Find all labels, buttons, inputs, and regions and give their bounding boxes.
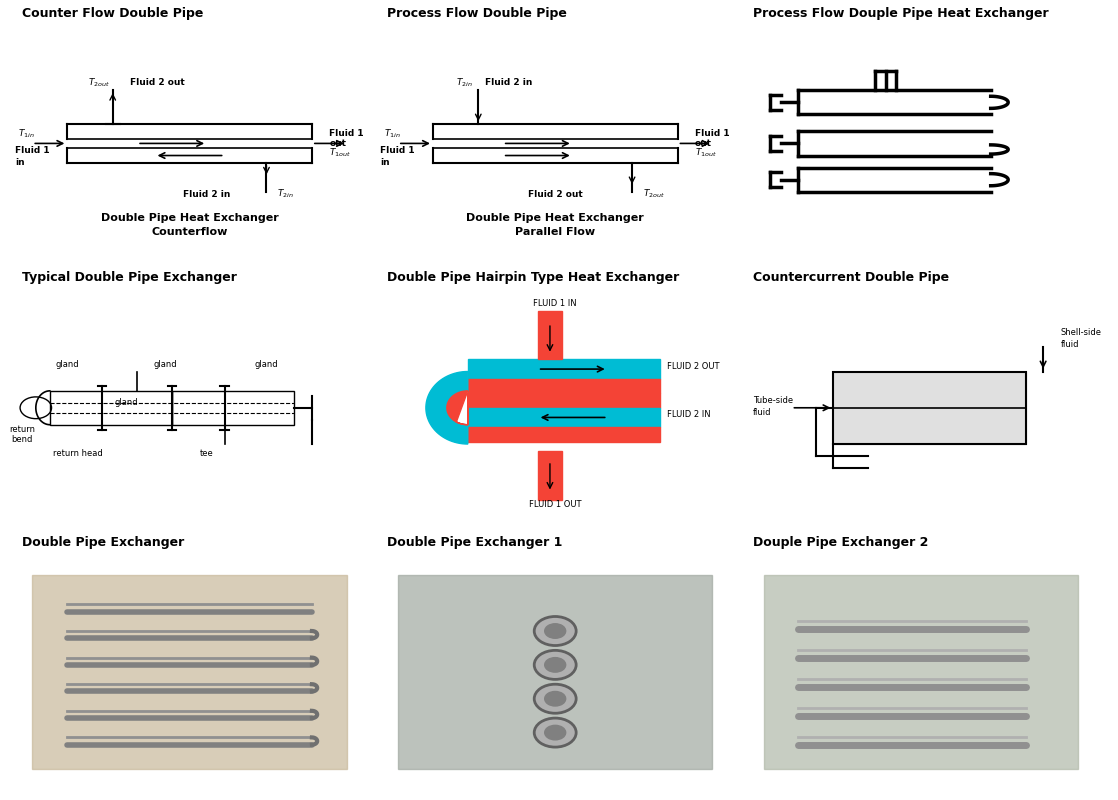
- Text: tee: tee: [200, 449, 214, 458]
- Polygon shape: [447, 391, 467, 425]
- Circle shape: [544, 658, 566, 672]
- Text: Double Pipe Exchanger 1: Double Pipe Exchanger 1: [388, 536, 562, 549]
- Text: Shell-side: Shell-side: [1061, 328, 1101, 338]
- Bar: [538, 451, 562, 500]
- Text: $T_{1in}$: $T_{1in}$: [18, 127, 35, 140]
- Text: Counter Flow Double Pipe: Counter Flow Double Pipe: [22, 7, 203, 20]
- Text: Parallel Flow: Parallel Flow: [515, 227, 595, 238]
- Text: Double Pipe Exchanger: Double Pipe Exchanger: [22, 536, 184, 549]
- Text: Double Pipe Heat Exchanger: Double Pipe Heat Exchanger: [101, 213, 278, 223]
- Text: $T_{2out}$: $T_{2out}$: [87, 76, 110, 89]
- Bar: [467, 359, 660, 378]
- Text: Fluid 2 in: Fluid 2 in: [183, 190, 230, 198]
- Text: return head: return head: [53, 449, 103, 458]
- Circle shape: [534, 617, 576, 646]
- Text: gland: gland: [255, 360, 278, 369]
- Text: Typical Double Pipe Exchanger: Typical Double Pipe Exchanger: [22, 271, 237, 284]
- Text: Fluid 2 in: Fluid 2 in: [485, 78, 532, 87]
- Text: in: in: [380, 158, 390, 167]
- Text: FLUID 1 IN: FLUID 1 IN: [533, 299, 577, 308]
- Text: $T_{1out}$: $T_{1out}$: [330, 146, 351, 159]
- Text: gland: gland: [153, 360, 177, 369]
- Text: Fluid 1: Fluid 1: [15, 146, 49, 155]
- Bar: [833, 371, 1025, 444]
- Text: Tube-side: Tube-side: [754, 396, 793, 405]
- Circle shape: [544, 624, 566, 638]
- Circle shape: [534, 684, 576, 714]
- Text: Fluid 2 out: Fluid 2 out: [130, 78, 184, 87]
- Bar: [833, 371, 1025, 444]
- Circle shape: [544, 726, 566, 740]
- Bar: [467, 378, 660, 394]
- Circle shape: [544, 691, 566, 706]
- Text: $T_{2in}$: $T_{2in}$: [277, 188, 294, 200]
- Bar: [467, 394, 660, 408]
- Text: Fluid 1: Fluid 1: [695, 129, 730, 138]
- Bar: [50, 391, 172, 425]
- Text: Process Flow Double Pipe: Process Flow Double Pipe: [388, 7, 567, 20]
- Text: $T_{2in}$: $T_{2in}$: [456, 76, 473, 89]
- Text: Counterflow: Counterflow: [151, 227, 228, 238]
- Text: FLUID 2 IN: FLUID 2 IN: [667, 410, 711, 419]
- Text: out: out: [695, 139, 712, 148]
- Bar: [172, 391, 294, 425]
- Text: FLUID 2 OUT: FLUID 2 OUT: [667, 362, 720, 371]
- Text: return: return: [9, 425, 35, 434]
- Circle shape: [534, 718, 576, 747]
- Bar: [398, 575, 712, 769]
- Text: in: in: [15, 158, 25, 167]
- Text: fluid: fluid: [1061, 340, 1079, 350]
- Bar: [764, 575, 1078, 769]
- Text: Double Pipe Hairpin Type Heat Exchanger: Double Pipe Hairpin Type Heat Exchanger: [388, 271, 680, 284]
- Text: Fluid 1: Fluid 1: [330, 129, 364, 138]
- Text: Countercurrent Double Pipe: Countercurrent Double Pipe: [754, 271, 949, 284]
- Bar: [467, 427, 660, 442]
- Text: $T_{2out}$: $T_{2out}$: [643, 188, 664, 200]
- Text: Fluid 2 out: Fluid 2 out: [528, 190, 582, 198]
- Text: $T_{1out}$: $T_{1out}$: [695, 146, 717, 159]
- Bar: [538, 311, 562, 359]
- Polygon shape: [426, 371, 467, 444]
- Circle shape: [534, 650, 576, 679]
- Text: $T_{1in}$: $T_{1in}$: [383, 127, 400, 140]
- Text: bend: bend: [11, 434, 32, 444]
- Text: out: out: [330, 139, 347, 148]
- Bar: [467, 408, 660, 427]
- Text: Douple Pipe Exchanger 2: Douple Pipe Exchanger 2: [754, 536, 928, 549]
- Text: FLUID 1 OUT: FLUID 1 OUT: [529, 500, 581, 509]
- Text: fluid: fluid: [754, 408, 771, 417]
- Text: Process Flow Douple Pipe Heat Exchanger: Process Flow Douple Pipe Heat Exchanger: [754, 7, 1049, 20]
- Text: Fluid 1: Fluid 1: [380, 146, 415, 155]
- Bar: [32, 575, 347, 769]
- Text: gland: gland: [56, 360, 79, 369]
- Text: gland: gland: [115, 398, 139, 407]
- Text: Double Pipe Heat Exchanger: Double Pipe Heat Exchanger: [466, 213, 644, 223]
